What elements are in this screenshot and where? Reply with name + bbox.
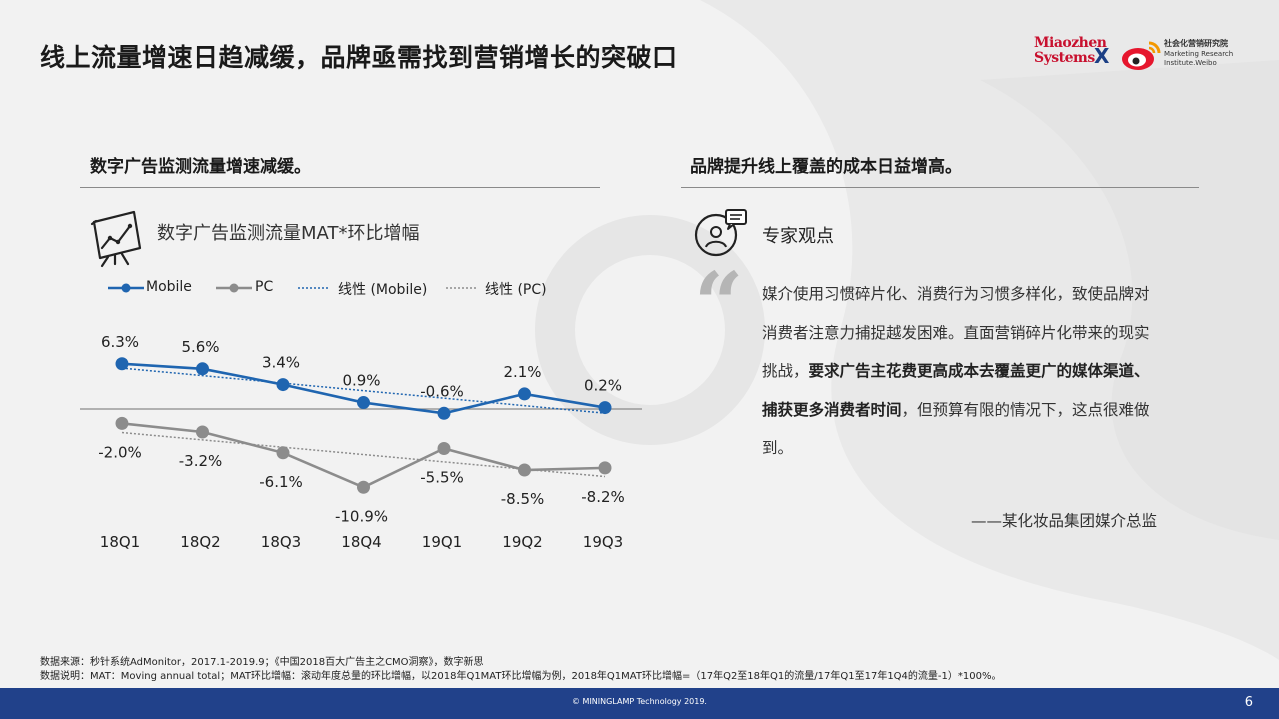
x-tick-label: 19Q2 xyxy=(502,533,542,551)
data-point-pc xyxy=(518,463,531,477)
expert-quote: 媒介使用习惯碎片化、消费行为习惯多样化，致使品牌对消费者注意力捕捉越发困难。直面… xyxy=(762,285,1150,457)
x-tick-label: 19Q3 xyxy=(583,533,623,551)
data-label-pc: -2.0% xyxy=(98,443,142,461)
miaozhen-logo: Miaozhen Systems xyxy=(1034,35,1107,66)
data-label-mobile: 5.6% xyxy=(181,338,219,356)
logo-separator: X xyxy=(1094,44,1110,68)
data-point-pc xyxy=(437,441,451,455)
data-point-mobile xyxy=(357,396,370,410)
copyright: © MININGLAMP Technology 2019. xyxy=(572,697,707,706)
quote-author: ——某化妆品集团媒介总监 xyxy=(970,512,1157,530)
page-title: 线上流量增速日趋减缓，品牌亟需找到营销增长的突破口 xyxy=(40,43,678,72)
legend-mobile-trend-swatch xyxy=(298,287,330,289)
right-section-divider xyxy=(681,187,1199,188)
data-point-pc xyxy=(196,425,209,439)
data-point-mobile xyxy=(196,362,209,376)
data-label-mobile: 0.9% xyxy=(342,372,380,390)
x-tick-label: 18Q1 xyxy=(100,533,140,551)
legend-label: Mobile xyxy=(146,279,192,295)
footnotes: 数据来源：秒针系统AdMonitor，2017.1-2019.9；《中国2018… xyxy=(40,656,1001,684)
legend-label: 线性 (PC) xyxy=(485,282,547,298)
quote-mark-icon: “ xyxy=(694,254,744,355)
x-tick-label: 19Q1 xyxy=(422,533,462,551)
x-tick-label: 18Q4 xyxy=(341,533,381,551)
data-point-mobile xyxy=(518,387,531,401)
data-point-pc xyxy=(598,461,612,475)
page-number: 6 xyxy=(1244,695,1253,710)
chart-subtitle: 数字广告监测流量MAT*环比增幅 xyxy=(157,223,420,244)
data-label-pc: -3.2% xyxy=(179,452,223,470)
data-label-mobile: -0.6% xyxy=(420,382,464,400)
presentation-chart-icon xyxy=(90,210,142,268)
left-section-title: 数字广告监测流量增速减缓。 xyxy=(90,157,311,177)
legend-label: PC xyxy=(255,279,274,295)
expert-label: 专家观点 xyxy=(762,226,834,247)
data-label-pc: -8.2% xyxy=(581,488,625,506)
data-label-pc: -5.5% xyxy=(420,468,464,486)
data-point-mobile xyxy=(598,401,612,415)
line-chart: 6.3% 5.6% 3.4% 0.9% -0.6% 2.1% 0.2% -2.0% -3.2% -… xyxy=(80,333,642,551)
trendline-mobile xyxy=(121,367,606,414)
data-point-pc xyxy=(357,480,370,494)
right-section-title: 品牌提升线上覆盖的成本日益增高。 xyxy=(690,157,962,177)
weibo-logo-icon xyxy=(1122,41,1161,70)
legend-pc-swatch xyxy=(216,283,252,293)
data-label-mobile: 3.4% xyxy=(262,354,300,372)
expert-chat-icon xyxy=(694,209,747,257)
data-label-mobile: 0.2% xyxy=(584,377,622,395)
left-section-divider xyxy=(80,187,600,188)
data-label-mobile: 2.1% xyxy=(503,363,541,381)
logo-group: Miaozhen Systems X 社会化营销研究院 Marketing Res… xyxy=(1034,34,1239,80)
data-label-mobile: 6.3% xyxy=(101,333,139,351)
data-point-pc xyxy=(276,446,290,460)
data-point-pc xyxy=(115,416,129,430)
legend-pc-trend-swatch xyxy=(446,287,478,289)
data-point-mobile xyxy=(276,378,290,392)
data-label-pc: -6.1% xyxy=(259,473,303,491)
data-label-pc: -8.5% xyxy=(501,490,545,508)
x-tick-label: 18Q2 xyxy=(180,533,220,551)
x-tick-label: 18Q3 xyxy=(261,533,301,551)
data-source-note: 数据来源：秒针系统AdMonitor，2017.1-2019.9；《中国2018… xyxy=(40,657,484,668)
footer-bar: © MININGLAMP Technology 2019. 6 xyxy=(0,688,1279,719)
legend-label: 线性 (Mobile) xyxy=(338,282,428,298)
legend-mobile-swatch xyxy=(108,283,144,293)
data-point-mobile xyxy=(115,357,129,371)
data-label-pc: -10.9% xyxy=(335,507,388,525)
quote-highlight: 要求广告主花费更高成本去覆盖更广的媒体渠道、捕获更多消费者时间 xyxy=(762,362,1150,419)
data-definition-note: 数据说明：MAT：Moving annual total；MAT环比增幅：滚动年… xyxy=(40,671,1002,682)
institute-logo-text: 社会化营销研究院 Marketing Research Institute.We… xyxy=(1164,39,1234,67)
data-point-mobile xyxy=(437,406,451,420)
